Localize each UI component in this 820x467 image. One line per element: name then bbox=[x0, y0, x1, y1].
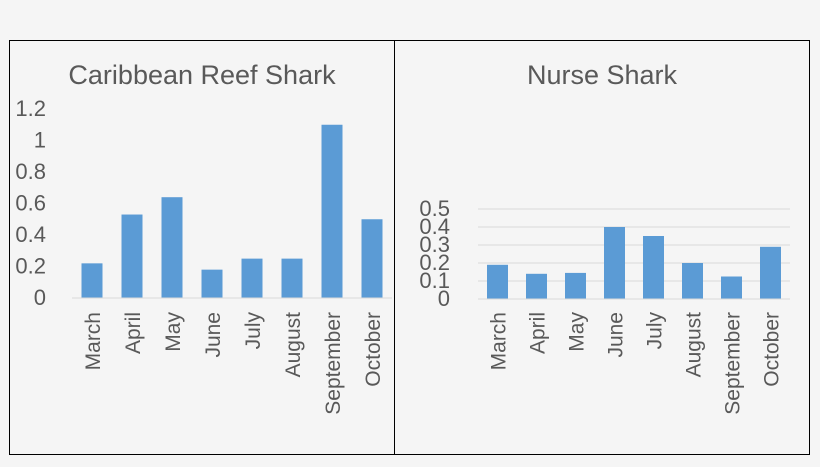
x-tick-label: August bbox=[683, 312, 706, 378]
y-tick-label: 0.2 bbox=[15, 254, 46, 279]
x-tick-label: September bbox=[722, 312, 745, 415]
x-tick-label: October bbox=[761, 312, 784, 387]
y-tick-label: 0.3 bbox=[419, 232, 450, 257]
bars bbox=[487, 227, 781, 299]
x-tick-label: June bbox=[605, 312, 628, 358]
chart-title: Nurse Shark bbox=[527, 60, 678, 90]
bar-may bbox=[565, 272, 586, 299]
y-tick-label: 0 bbox=[438, 286, 450, 311]
y-tick-label: 0.5 bbox=[419, 196, 450, 221]
bar-august bbox=[281, 258, 303, 298]
x-tick-label: August bbox=[282, 312, 305, 378]
x-tick-label: May bbox=[566, 312, 589, 352]
bar-september bbox=[321, 124, 343, 298]
bar-april bbox=[526, 273, 547, 299]
bar-april bbox=[121, 214, 143, 298]
x-tick-label: April bbox=[122, 312, 145, 354]
y-tick-label: 0.8 bbox=[15, 159, 46, 184]
bar-september bbox=[721, 276, 742, 299]
x-tick-label: March bbox=[82, 312, 105, 370]
y-tick-labels: 00.10.20.30.40.5 bbox=[419, 196, 450, 311]
x-tick-label: June bbox=[202, 312, 225, 358]
bar-october bbox=[760, 246, 781, 299]
y-tick-label: 1.2 bbox=[15, 96, 46, 121]
nurse-shark-chart: Nurse Shark 00.10.20.30.40.5 March April M… bbox=[419, 60, 790, 415]
x-tick-label: July bbox=[242, 312, 265, 350]
bar-august bbox=[682, 263, 703, 299]
bar-october bbox=[361, 219, 383, 298]
x-tick-label: May bbox=[162, 312, 185, 352]
y-tick-label: 0.4 bbox=[15, 222, 46, 247]
x-tick-labels: March April May June July August September Octo… bbox=[82, 312, 385, 415]
y-tick-label: 0.1 bbox=[419, 268, 450, 293]
y-tick-label: 0 bbox=[34, 285, 46, 310]
bar-july bbox=[241, 258, 263, 298]
bar-july bbox=[643, 236, 664, 299]
chart-panel-border-right bbox=[394, 40, 810, 455]
bar-june bbox=[201, 269, 223, 298]
y-tick-label: 0.4 bbox=[419, 214, 450, 239]
bar-march bbox=[487, 264, 508, 299]
y-tick-labels: 0 0.2 0.4 0.6 0.8 1 1.2 bbox=[15, 96, 46, 310]
x-tick-label: October bbox=[362, 312, 385, 387]
bars bbox=[81, 124, 383, 298]
bar-march bbox=[81, 263, 103, 298]
x-tick-label: July bbox=[644, 312, 667, 350]
x-tick-label: March bbox=[488, 312, 511, 370]
x-tick-label: April bbox=[527, 312, 550, 354]
y-tick-label: 0.2 bbox=[419, 250, 450, 275]
caribbean-reef-shark-chart: Caribbean Reef Shark 0 0.2 0.4 0.6 0.8 1 1.2 M… bbox=[15, 60, 392, 415]
x-tick-labels: March April May June July August September Octo… bbox=[488, 312, 784, 415]
bar-june bbox=[604, 227, 625, 299]
y-tick-label: 0.6 bbox=[15, 191, 46, 216]
gridlines bbox=[478, 208, 790, 300]
x-tick-label: September bbox=[322, 312, 345, 415]
y-tick-label: 1 bbox=[34, 128, 46, 153]
bar-may bbox=[161, 197, 183, 298]
chart-title: Caribbean Reef Shark bbox=[68, 60, 336, 90]
